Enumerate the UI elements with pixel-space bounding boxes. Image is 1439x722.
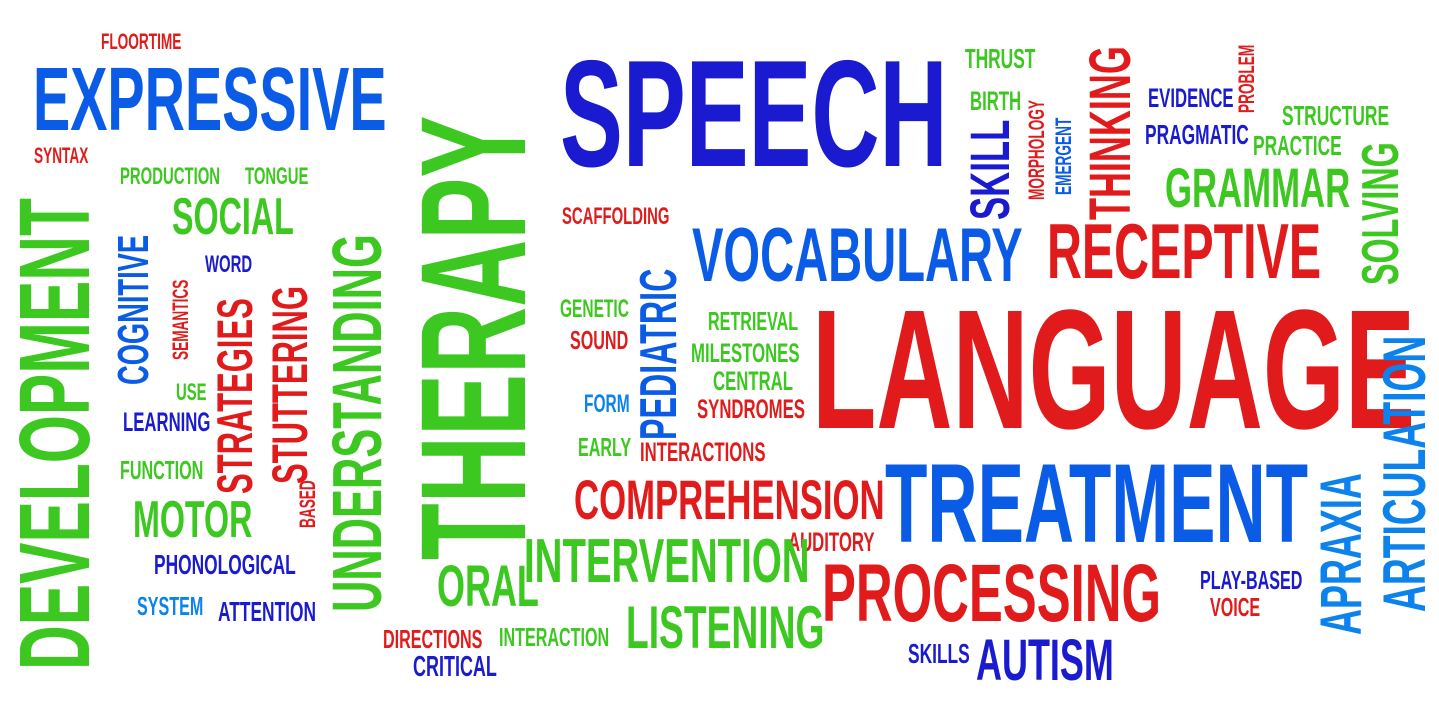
word-production: PRODUCTION: [120, 163, 221, 190]
word-grammar: GRAMMAR: [1165, 156, 1351, 219]
word-function: FUNCTION: [120, 455, 204, 485]
word-word: WORD: [205, 251, 253, 278]
word-thrust: THRUST: [965, 43, 1036, 74]
word-cognitive: COGNITIVE: [109, 234, 158, 385]
word-receptive: RECEPTIVE: [1047, 207, 1322, 295]
word-genetic: GENETIC: [560, 295, 629, 323]
word-early: EARLY: [578, 432, 632, 462]
word-form: FORM: [584, 390, 630, 418]
word-comprehension: COMPREHENSION: [574, 468, 885, 531]
word-voice: VOICE: [1210, 592, 1261, 622]
word-thinking: THINKING: [1078, 46, 1143, 220]
word-sound: SOUND: [570, 325, 629, 355]
word-milestones: MILESTONES: [691, 338, 800, 368]
word-phonological: PHONOLOGICAL: [154, 549, 296, 580]
word-based: BASED: [295, 480, 320, 528]
word-apraxia: APRAXIA: [1309, 473, 1374, 635]
word-oral: ORAL: [437, 554, 539, 619]
word-motor: MOTOR: [133, 491, 253, 549]
word-therapy: THERAPY: [389, 115, 557, 561]
word-expressive: EXPRESSIVE: [33, 50, 387, 150]
word-understanding: UNDERSTANDING: [318, 234, 396, 612]
word-language: LANGUAGE: [812, 275, 1416, 465]
word-learning: LEARNING: [123, 407, 211, 437]
word-skill: SKILL: [958, 119, 1021, 220]
word-pragmatic: PRAGMATIC: [1145, 119, 1249, 150]
word-stuttering: STUTTERING: [262, 285, 318, 484]
word-articulation: ARTICULATION: [1371, 335, 1438, 612]
word-problem: PROBLEM: [1234, 44, 1259, 113]
word-attention: ATTENTION: [218, 596, 317, 627]
word-floortime: FLOORTIME: [101, 29, 182, 54]
word-skills: SKILLS: [908, 638, 970, 669]
word-speech: SPEECH: [560, 29, 948, 199]
word-semantics: SEMANTICS: [168, 279, 193, 360]
word-listening: LISTENING: [626, 594, 825, 661]
word-practice: PRACTICE: [1253, 130, 1342, 161]
word-scaffolding: SCAFFOLDING: [562, 203, 670, 230]
word-interaction: INTERACTION: [499, 622, 610, 652]
word-emergent: EMERGENT: [1051, 117, 1076, 195]
word-auditory: AUDITORY: [788, 527, 875, 557]
word-intervention: INTERVENTION: [524, 527, 810, 596]
word-tongue: TONGUE: [245, 163, 309, 190]
word-directions: DIRECTIONS: [383, 624, 483, 654]
word-strategies: STRATEGIES: [207, 298, 263, 494]
word-retrieval: RETRIEVAL: [708, 306, 799, 336]
word-processing: PROCESSING: [822, 548, 1162, 639]
word-birth: BIRTH: [970, 86, 1022, 116]
word-interactions: INTERACTIONS: [640, 437, 766, 467]
word-solving: SOLVING: [1352, 142, 1410, 285]
word-syntax: SYNTAX: [34, 143, 89, 168]
word-autism: AUTISM: [976, 628, 1114, 693]
word-evidence: EVIDENCE: [1148, 83, 1234, 113]
word-play-based: PLAY-BASED: [1200, 565, 1303, 595]
word-use: USE: [176, 379, 207, 406]
word-critical: CRITICAL: [413, 651, 497, 683]
word-vocabulary: VOCABULARY: [692, 213, 1023, 298]
word-system: SYSTEM: [137, 591, 204, 621]
word-morphology: MORPHOLOGY: [1024, 99, 1049, 200]
word-pediatric: PEDIATRIC: [630, 268, 688, 440]
word-development: DEVELOPMENT: [0, 198, 111, 670]
word-central: CENTRAL: [713, 366, 793, 396]
word-syndromes: SYNDROMES: [697, 394, 805, 424]
word-social: SOCIAL: [172, 188, 294, 246]
word-structure: STRUCTURE: [1282, 100, 1390, 131]
word-treatment: TREATMENT: [885, 441, 1309, 566]
